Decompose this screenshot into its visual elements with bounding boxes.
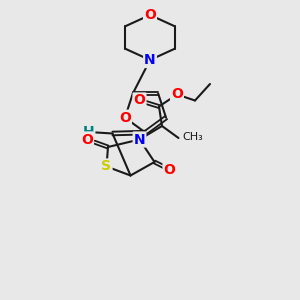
Text: O: O	[171, 88, 183, 101]
Text: N: N	[134, 133, 145, 146]
Text: S: S	[101, 160, 112, 173]
Text: O: O	[81, 133, 93, 146]
Text: O: O	[134, 94, 146, 107]
Text: H: H	[83, 125, 94, 139]
Text: N: N	[144, 53, 156, 67]
Text: CH₃: CH₃	[182, 131, 203, 142]
Text: O: O	[164, 163, 175, 176]
Text: O: O	[144, 8, 156, 22]
Text: O: O	[119, 111, 131, 125]
